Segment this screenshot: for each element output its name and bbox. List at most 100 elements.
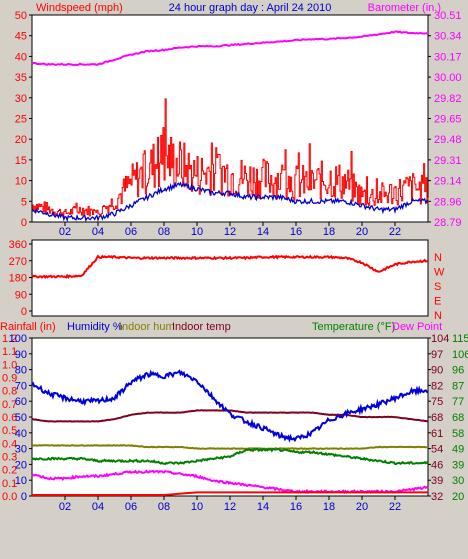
direction-tick-label: 270 bbox=[9, 256, 27, 268]
direction-tick-label: 180 bbox=[9, 273, 27, 285]
hour-tick-label: 16 bbox=[290, 226, 302, 238]
temp-tick-inner-label: 90 bbox=[431, 365, 443, 377]
barometer-tick-label: 30.17 bbox=[434, 51, 462, 63]
rainfall-axis-label: Rainfall (in) bbox=[0, 321, 56, 333]
temp-tick-outer-label: 30 bbox=[452, 475, 464, 487]
temp-tick-inner-label: 75 bbox=[431, 396, 443, 408]
windspeed-tick-label: 10 bbox=[15, 176, 27, 188]
rainfall-tick-label: 0.7 bbox=[2, 399, 17, 411]
hour-tick-label: 12 bbox=[224, 501, 236, 513]
barometer-series-line bbox=[31, 30, 429, 66]
temp-hum-lines bbox=[31, 369, 429, 496]
windspeed-tick-label: 30 bbox=[15, 93, 27, 105]
compass-letter: S bbox=[434, 281, 441, 293]
windspeed-ticks: 0 5 10 15 20 25 30 35 40 45 50 bbox=[15, 10, 32, 229]
direction-tick-label: 90 bbox=[15, 289, 27, 301]
temp-tick-outer-label: 106 bbox=[452, 349, 468, 361]
humidity-tick-label: 0 bbox=[21, 491, 27, 503]
temp-tick-inner-label: 39 bbox=[431, 475, 443, 487]
windspeed-tick-label: 25 bbox=[15, 114, 27, 126]
hour-ticks-top: 02 04 06 08 10 12 14 16 18 20 22 bbox=[59, 222, 401, 238]
windspeed-tick-label: 0 bbox=[21, 217, 27, 229]
compass-letter: W bbox=[434, 267, 445, 279]
compass-letter: N bbox=[434, 310, 442, 322]
hour-tick-label: 20 bbox=[356, 501, 368, 513]
hour-tick-label: 06 bbox=[125, 501, 137, 513]
windspeed-tick-label: 20 bbox=[15, 134, 27, 146]
temp-tick-outer-label: 115 bbox=[452, 333, 468, 345]
barometer-tick-label: 29.31 bbox=[434, 155, 462, 167]
rainfall-tick-label: 0.6 bbox=[2, 412, 17, 424]
barometer-tick-label: 29.48 bbox=[434, 134, 462, 146]
hour-ticks-bottom: 02 04 06 08 10 12 14 16 18 20 22 bbox=[59, 496, 401, 513]
wind-baro-lines bbox=[31, 30, 429, 223]
direction-plot-area bbox=[31, 239, 429, 317]
indoor-hum-axis-label: Indoor hum bbox=[119, 321, 175, 333]
humidity-series-line bbox=[31, 369, 429, 443]
hour-tick-label: 14 bbox=[257, 226, 269, 238]
rainfall-series-line bbox=[32, 491, 428, 496]
temp-tick-inner-label: 32 bbox=[431, 491, 443, 503]
hour-tick-label: 04 bbox=[92, 226, 104, 238]
humidity-tick-label: 70 bbox=[15, 380, 27, 392]
hour-tick-label: 22 bbox=[389, 226, 401, 238]
temp-tick-outer-label: 20 bbox=[452, 491, 464, 503]
rainfall-tick-label: 0.5 bbox=[2, 425, 17, 437]
hour-tick-label: 04 bbox=[92, 501, 104, 513]
temp-tick-inner-label: 68 bbox=[431, 412, 443, 424]
hour-tick-label: 22 bbox=[389, 501, 401, 513]
compass-letter: N bbox=[434, 252, 442, 264]
temp-tick-outer-label: 87 bbox=[452, 380, 464, 392]
barometer-tick-label: 28.79 bbox=[434, 217, 462, 229]
rainfall-tick-label: 1.0 bbox=[2, 359, 17, 371]
humidity-tick-label: 10 bbox=[15, 475, 27, 487]
rainfall-tick-label: 0.9 bbox=[2, 373, 17, 385]
barometer-axis-label: Barometer (in.) bbox=[368, 2, 441, 14]
direction-ticks: 360 270 180 90 0 bbox=[9, 239, 32, 318]
temp-tick-inner-label: 82 bbox=[431, 380, 443, 392]
temp-ticks-inner: 32 39 46 54 61 68 75 82 90 97 104 bbox=[428, 333, 449, 503]
barometer-tick-label: 29.82 bbox=[434, 93, 462, 105]
temp-ticks-outer: 20 30 39 49 58 68 77 87 96 106 115 bbox=[452, 333, 468, 503]
hour-tick-label: 08 bbox=[158, 501, 170, 513]
temp-tick-inner-label: 61 bbox=[431, 428, 443, 440]
windspeed-axis-label: Windspeed (mph) bbox=[36, 2, 123, 14]
temp-tick-inner-label: 104 bbox=[431, 333, 449, 345]
barometer-tick-label: 28.96 bbox=[434, 196, 462, 208]
windspeed-tick-label: 35 bbox=[15, 72, 27, 84]
rainfall-tick-label: 1.1 bbox=[2, 346, 17, 358]
direction-tick-label: 0 bbox=[21, 306, 27, 318]
hour-tick-label: 10 bbox=[191, 226, 203, 238]
humidity-tick-label: 60 bbox=[15, 396, 27, 408]
windspeed-tick-label: 45 bbox=[15, 31, 27, 43]
rainfall-tick-label: 0.0 bbox=[2, 491, 17, 503]
temp-tick-inner-label: 97 bbox=[431, 349, 443, 361]
humidity-tick-label: 20 bbox=[15, 459, 27, 471]
humidity-tick-label: 40 bbox=[15, 428, 27, 440]
humidity-tick-label: 80 bbox=[15, 365, 27, 377]
rainfall-tick-label: 0.3 bbox=[2, 452, 17, 464]
temperature-axis-label: Temperature (°F) bbox=[312, 321, 395, 333]
humidity-tick-label: 100 bbox=[9, 333, 27, 345]
hour-tick-label: 18 bbox=[323, 226, 335, 238]
barometer-tick-label: 30.51 bbox=[434, 10, 462, 22]
hour-tick-label: 02 bbox=[59, 501, 71, 513]
windspeed-tick-label: 5 bbox=[21, 196, 27, 208]
temperature-series-line bbox=[31, 447, 429, 466]
temp-tick-outer-label: 49 bbox=[452, 444, 464, 456]
temp-tick-outer-label: 96 bbox=[452, 365, 464, 377]
hour-tick-label: 12 bbox=[224, 226, 236, 238]
hour-tick-label: 06 bbox=[125, 226, 137, 238]
temp-tick-outer-label: 68 bbox=[452, 412, 464, 424]
temp-tick-inner-label: 46 bbox=[431, 459, 443, 471]
direction-line bbox=[31, 254, 429, 280]
indoor-hum-series-line bbox=[31, 444, 429, 451]
barometer-tick-label: 29.14 bbox=[434, 176, 462, 188]
humidity-tick-label: 90 bbox=[15, 349, 27, 361]
barometer-tick-label: 29.65 bbox=[434, 114, 462, 126]
humidity-ticks: 0 10 20 30 40 50 60 70 80 90 100 bbox=[9, 333, 32, 503]
dew-point-series-line bbox=[31, 469, 429, 495]
hour-tick-label: 02 bbox=[59, 226, 71, 238]
temp-tick-outer-label: 39 bbox=[452, 459, 464, 471]
